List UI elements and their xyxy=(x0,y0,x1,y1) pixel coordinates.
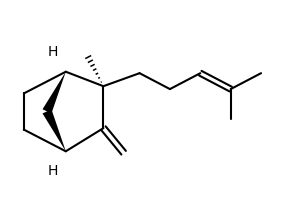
Text: H: H xyxy=(48,164,58,178)
Text: H: H xyxy=(48,45,58,59)
Polygon shape xyxy=(43,72,66,113)
Polygon shape xyxy=(43,109,66,151)
